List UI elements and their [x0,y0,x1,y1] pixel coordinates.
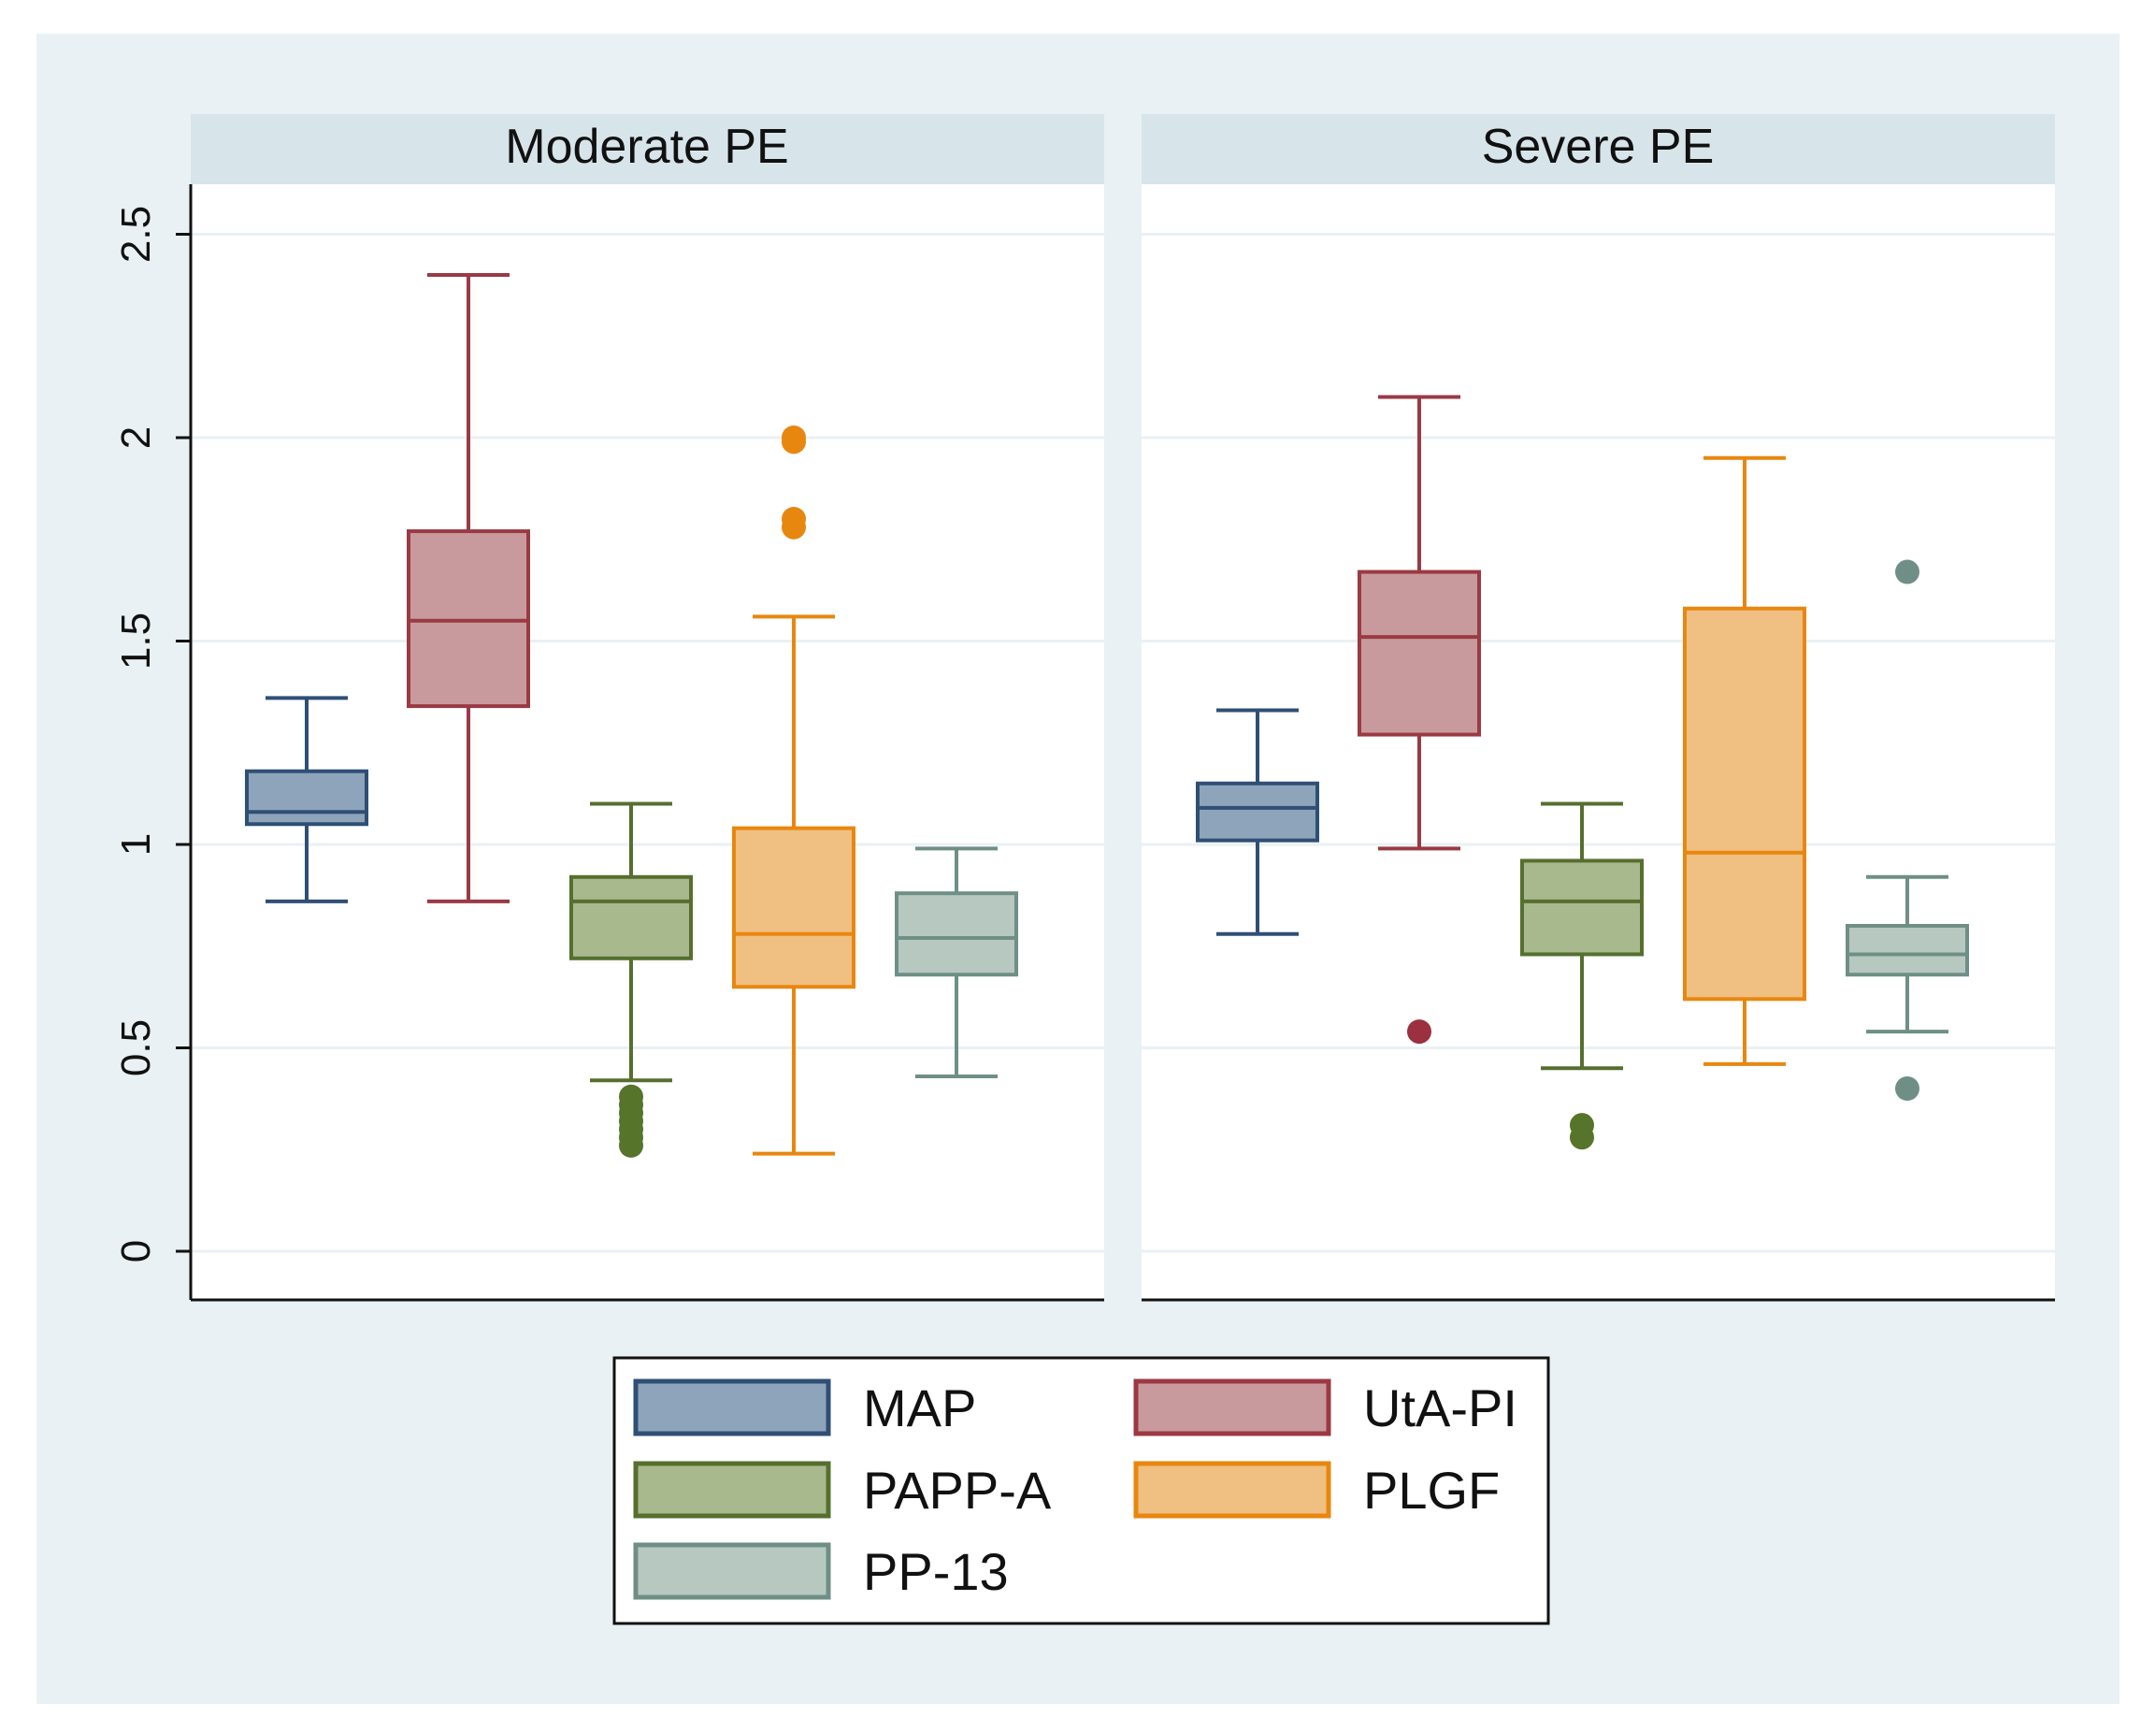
plot-area [191,184,1104,1300]
panel-title-moderate-pe: Moderate PE [505,120,789,174]
legend-label: MAP [863,1378,976,1437]
box-iqr [1196,781,1319,843]
box-utapi [407,273,530,903]
y-tick-label: 2 [113,426,159,449]
box-utapi [1358,395,1481,1045]
y-tick-label: 0 [113,1240,159,1262]
y-tick-label: 1.5 [113,613,159,670]
box-pp13 [1846,559,1969,1101]
y-tick-label: 2.5 [113,206,159,263]
panel-severe-pe: Severe PE [1142,114,2055,1302]
y-axis: 0 0.5 1 1.5 2 2.5 [113,184,193,1300]
boxes [245,273,1018,1158]
box-pp13 [895,846,1018,1078]
legend-item-plgf: PLGF [1133,1461,1500,1520]
legend-swatch [633,1461,831,1519]
box-pappa [1520,801,1644,1150]
box-iqr [1358,570,1481,737]
legend-item-utapi: UtA-PI [1133,1378,1517,1437]
legend-label: UtA-PI [1363,1378,1517,1437]
boxes [1196,395,1969,1150]
y-tick-label: 1 [113,833,159,856]
box-plgf [1683,455,1806,1066]
panel-title-severe-pe: Severe PE [1482,120,1715,174]
legend-swatch [1133,1378,1331,1436]
box-iqr [1520,858,1644,957]
outlier-point [1895,1076,1919,1101]
legend-item-map: MAP [633,1378,976,1437]
panel-moderate-pe: Moderate PE [191,114,1104,1302]
legend-swatch [633,1542,831,1600]
legend-swatch [633,1378,831,1436]
outlier-point [1407,1019,1431,1045]
box-iqr [569,874,693,960]
legend-label: PP-13 [863,1542,1009,1601]
legend: MAP UtA-PI PAPP-A PLGF PP-13 [612,1356,1550,1625]
box-iqr [1683,606,1806,1002]
box-iqr [1846,924,1969,977]
box-iqr [895,891,1018,977]
box-plgf [732,426,855,1156]
outlier-point [782,426,806,450]
y-tick-label: 0.5 [113,1019,159,1076]
box-map [1196,708,1319,936]
box-pappa [569,801,693,1158]
box-iqr [407,529,530,709]
gridlines [1142,233,2055,1253]
outlier-point [782,507,806,531]
box-map [245,696,368,903]
outlier-point [619,1132,643,1158]
legend-swatch [1133,1461,1331,1519]
legend-item-pappa: PAPP-A [633,1461,1052,1520]
panel-header [191,114,1104,184]
legend-label: PAPP-A [863,1461,1052,1520]
outlier-point [1895,559,1919,584]
legend-label: PLGF [1363,1461,1500,1520]
box-iqr [245,769,368,827]
outlier-point [1570,1125,1594,1150]
panel-header [1142,114,2055,184]
box-iqr [732,826,855,989]
gridlines [191,233,1104,1253]
plot-area [1142,184,2055,1300]
legend-item-pp13: PP-13 [633,1542,1009,1601]
